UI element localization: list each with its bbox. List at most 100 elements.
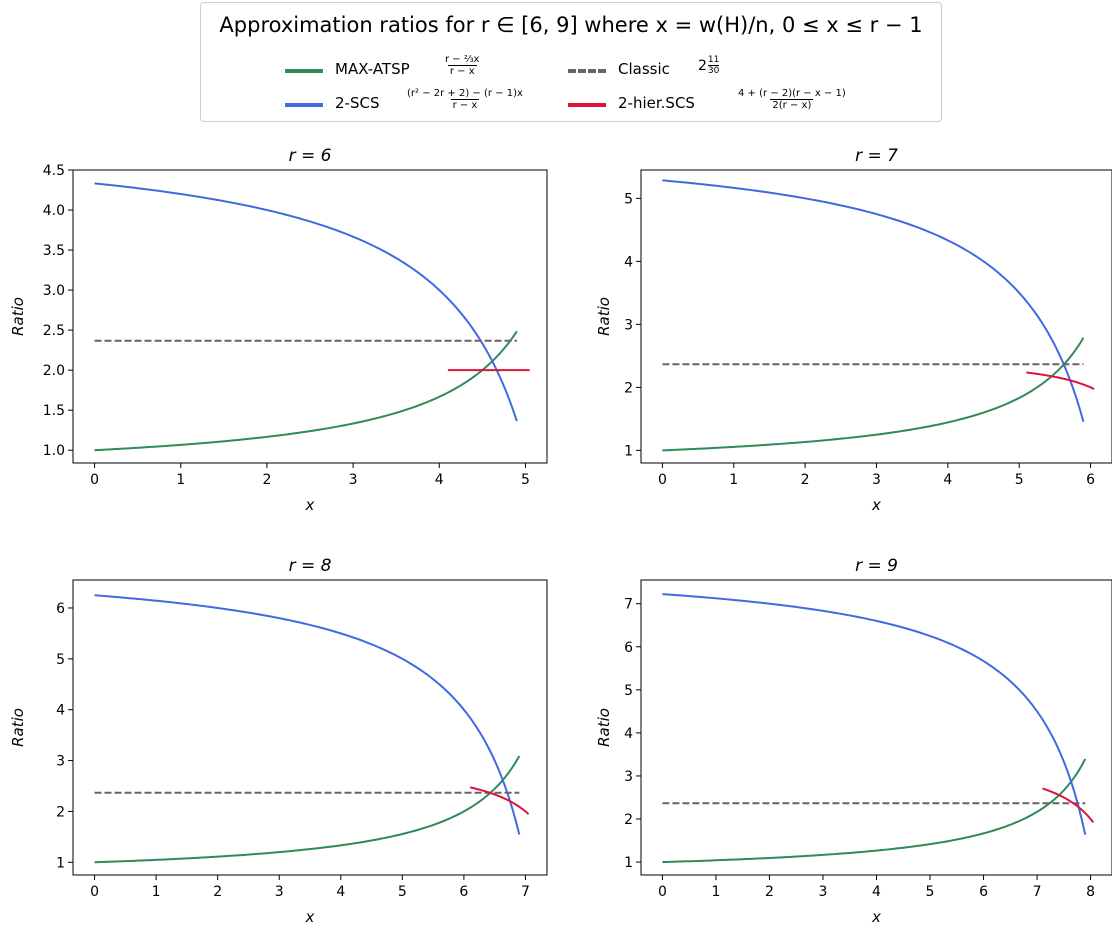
- figure-legend: Approximation ratios for r ∈ [6, 9] wher…: [200, 2, 942, 122]
- y-tick-label: 3: [56, 754, 65, 770]
- x-tick-label: 7: [521, 884, 530, 900]
- legend-swatch-classic: [568, 69, 606, 73]
- y-tick-label: 5: [624, 191, 633, 207]
- x-tick-label: 3: [872, 472, 881, 488]
- x-tick-label: 0: [658, 884, 667, 900]
- plot-frame: [72, 579, 548, 876]
- x-tick-label: 6: [459, 884, 468, 900]
- x-tick-label: 5: [1015, 472, 1024, 488]
- y-tick-label: 5: [624, 683, 633, 699]
- legend-entry-2-scs: 2-SCS (r² − 2r + 2) − (r − 1)x r − x: [285, 88, 565, 114]
- x-tick-label: 7: [1033, 884, 1042, 900]
- series-line-max-atsp: [662, 758, 1087, 864]
- legend-title: Approximation ratios for r ∈ [6, 9] wher…: [219, 13, 923, 37]
- y-axis-label: Ratio: [9, 708, 27, 747]
- plot-frame: [72, 169, 548, 464]
- subplot-r6: 0 1 2 3 4 5 1.0 1.5 2.0 2.5 3.0 3.5 4.0 4.5 r = 6 x Rati…: [9, 146, 548, 514]
- x-tick-label: 2: [213, 884, 222, 900]
- y-tick-label: 3: [624, 769, 633, 785]
- y-tick-label: 2.5: [43, 323, 65, 339]
- x-tick-label: 0: [90, 884, 99, 900]
- y-tick-label: 1.5: [43, 403, 65, 419]
- series-line-2-hier-scs: [1042, 787, 1095, 824]
- y-tick-label: 1: [624, 443, 633, 459]
- plot-frame: [640, 579, 1112, 876]
- x-tick-label: 6: [1086, 472, 1095, 488]
- x-axis-label: x: [871, 496, 881, 514]
- x-tick-label: 4: [336, 884, 345, 900]
- y-axis-label: Ratio: [595, 297, 613, 336]
- x-tick-label: 8: [1086, 884, 1095, 900]
- legend-label-2-hier-scs: 2-hier.SCS: [618, 94, 695, 112]
- x-tick-label: 2: [262, 472, 271, 488]
- x-tick-label: 1: [176, 472, 185, 488]
- x-tick-label: 1: [711, 884, 720, 900]
- series-line-2-scs: [662, 179, 1085, 423]
- legend-entry-max-atsp: MAX-ATSP r − ⅔x r − x: [285, 54, 505, 80]
- legend-formula-2-scs: (r² − 2r + 2) − (r − 1)x r − x: [407, 88, 523, 111]
- subplot-r8: 0 1 2 3 4 5 6 7 1 2 3 4 5 6 r = 8 x Ratio: [9, 556, 548, 926]
- y-tick-label: 5: [56, 652, 65, 668]
- series-line-2-hier-scs: [469, 786, 530, 815]
- x-tick-label: 4: [943, 472, 952, 488]
- y-tick-label: 6: [624, 640, 633, 656]
- y-tick-label: 1.0: [43, 443, 65, 459]
- subplot-r7: 0 1 2 3 4 5 6 1 2 3 4 5 r = 7 x Ratio: [595, 146, 1112, 514]
- x-tick-label: 4: [435, 472, 444, 488]
- x-tick-label: 2: [801, 472, 810, 488]
- subplot-title: r = 7: [855, 146, 898, 166]
- y-tick-label: 1: [624, 855, 633, 871]
- y-axis-label: Ratio: [595, 708, 613, 747]
- legend-entry-classic: Classic 2 11 30: [568, 55, 768, 80]
- y-tick-label: 3.5: [43, 243, 65, 259]
- y-axis-label: Ratio: [9, 297, 27, 336]
- x-tick-label: 4: [872, 884, 881, 900]
- y-tick-label: 4: [624, 254, 633, 270]
- x-tick-label: 1: [729, 472, 738, 488]
- legend-label-2-scs: 2-SCS: [335, 94, 380, 112]
- series-line-2-scs: [662, 593, 1087, 835]
- series-line-2-scs: [94, 182, 518, 422]
- x-axis-label: x: [305, 908, 315, 926]
- legend-label-classic: Classic: [618, 60, 670, 78]
- y-tick-label: 3.0: [43, 283, 65, 299]
- x-axis-label: x: [871, 908, 881, 926]
- subplot-title: r = 6: [289, 146, 332, 166]
- legend-swatch-max-atsp: [285, 69, 323, 73]
- x-tick-label: 5: [521, 472, 530, 488]
- x-tick-label: 3: [275, 884, 284, 900]
- series-line-2-scs: [94, 594, 521, 835]
- y-tick-label: 6: [56, 601, 65, 617]
- y-tick-label: 1: [56, 855, 65, 871]
- x-tick-label: 2: [765, 884, 774, 900]
- series-line-max-atsp: [662, 337, 1085, 452]
- y-tick-label: 4: [56, 703, 65, 719]
- legend-entry-2-hier-scs: 2-hier.SCS 4 + (r − 2)(r − x − 1) 2(r − …: [568, 88, 888, 114]
- legend-formula-2-hier-scs: 4 + (r − 2)(r − x − 1) 2(r − x): [738, 88, 846, 111]
- subplot-title: r = 9: [855, 556, 898, 576]
- y-tick-label: 4: [624, 726, 633, 742]
- series-line-max-atsp: [94, 330, 518, 452]
- x-tick-label: 5: [926, 884, 935, 900]
- series-line-2-hier-scs: [1026, 371, 1095, 390]
- legend-formula-classic: 2 11 30: [698, 55, 720, 76]
- y-tick-label: 2: [624, 380, 633, 396]
- x-tick-label: 3: [819, 884, 828, 900]
- x-axis-label: x: [305, 496, 315, 514]
- subplot-r9: 0 1 2 3 4 5 6 7 8 1 2 3 4 5 6 7 r = 9 x Ratio: [595, 556, 1112, 926]
- y-tick-label: 4.5: [43, 163, 65, 179]
- y-tick-label: 2.0: [43, 363, 65, 379]
- y-tick-label: 3: [624, 317, 633, 333]
- legend-swatch-2-scs: [285, 103, 323, 107]
- x-tick-label: 1: [152, 884, 161, 900]
- x-tick-label: 6: [979, 884, 988, 900]
- y-tick-label: 7: [624, 597, 633, 613]
- series-line-max-atsp: [94, 755, 521, 864]
- x-tick-label: 0: [658, 472, 667, 488]
- x-tick-label: 5: [398, 884, 407, 900]
- y-tick-label: 4.0: [43, 203, 65, 219]
- legend-label-max-atsp: MAX-ATSP: [335, 60, 410, 78]
- x-tick-label: 0: [90, 472, 99, 488]
- subplot-title: r = 8: [289, 556, 332, 576]
